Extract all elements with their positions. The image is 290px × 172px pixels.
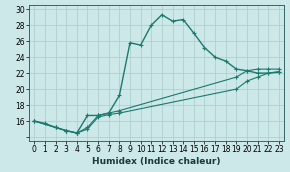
- X-axis label: Humidex (Indice chaleur): Humidex (Indice chaleur): [92, 157, 221, 166]
